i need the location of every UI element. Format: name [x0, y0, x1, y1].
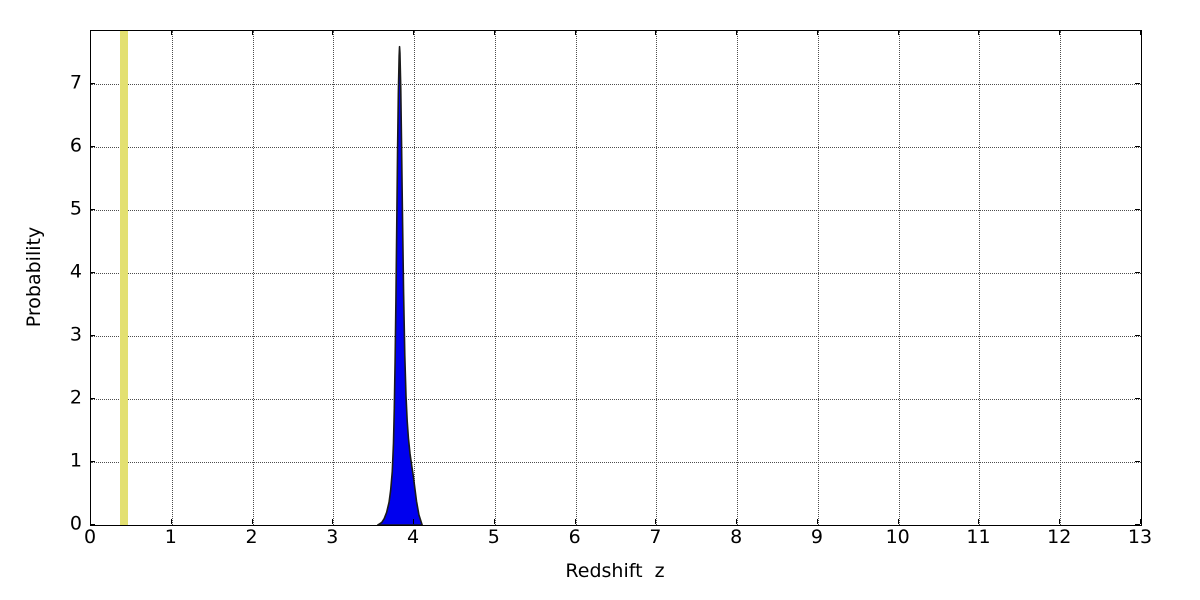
x-tick-mark [736, 519, 738, 524]
y-tick-mark [1135, 461, 1140, 463]
x-tick-label: 1 [164, 526, 177, 548]
x-tick-mark [332, 519, 334, 524]
y-tick-label: 6 [69, 134, 82, 157]
y-tick-mark [1135, 524, 1140, 525]
x-tick-mark [816, 30, 818, 35]
plot-axes-frame [90, 30, 1142, 526]
gridline-vertical [494, 31, 496, 525]
gridline-vertical [414, 31, 416, 525]
x-tick-label: 11 [966, 526, 991, 548]
y-tick-mark [90, 461, 95, 463]
x-tick-mark [493, 519, 495, 524]
x-tick-mark [251, 519, 253, 524]
x-tick-label: 2 [245, 526, 258, 548]
x-tick-mark [897, 30, 899, 35]
probability-density-curve [376, 45, 423, 525]
y-tick-mark [1135, 83, 1140, 85]
y-tick-mark [90, 335, 95, 337]
x-tick-mark [897, 519, 899, 524]
x-tick-label: 6 [568, 526, 581, 548]
x-tick-mark [1140, 519, 1141, 524]
y-tick-mark [1135, 209, 1140, 211]
y-tick-mark [1135, 272, 1140, 274]
x-tick-mark [413, 30, 415, 35]
x-tick-label: 10 [885, 526, 910, 548]
x-tick-mark [493, 30, 495, 35]
x-tick-mark [1059, 519, 1061, 524]
gridline-horizontal [91, 273, 1141, 275]
x-tick-label: 7 [649, 526, 662, 548]
gridline-vertical [817, 31, 819, 525]
gridline-horizontal [91, 210, 1141, 212]
y-tick-mark [1135, 398, 1140, 400]
x-tick-mark [170, 30, 172, 35]
y-tick-label: 1 [69, 449, 82, 472]
x-tick-label: 12 [1047, 526, 1072, 548]
x-tick-mark [574, 519, 576, 524]
y-tick-label: 2 [69, 386, 82, 409]
y-tick-label: 0 [69, 512, 82, 535]
x-tick-label: 5 [487, 526, 500, 548]
x-tick-mark [1059, 30, 1061, 35]
x-tick-mark [736, 30, 738, 35]
x-tick-label: 0 [83, 526, 97, 548]
gridline-vertical [575, 31, 577, 525]
gridline-vertical [979, 31, 981, 525]
gridline-vertical [252, 31, 254, 525]
x-tick-mark [655, 30, 657, 35]
y-tick-label: 3 [69, 323, 82, 346]
gridline-vertical [656, 31, 658, 525]
gridline-vertical [898, 31, 900, 525]
y-tick-mark [1135, 335, 1140, 337]
x-tick-mark [90, 30, 91, 35]
x-tick-label: 3 [326, 526, 339, 548]
x-tick-mark [170, 519, 172, 524]
y-tick-label: 7 [69, 71, 82, 94]
x-tick-mark [978, 30, 980, 35]
gridline-horizontal [91, 462, 1141, 464]
y-tick-label: 5 [69, 197, 82, 220]
x-tick-mark [251, 30, 253, 35]
x-axis-title: Redshift z [565, 560, 665, 582]
x-tick-mark [978, 519, 980, 524]
x-tick-mark [332, 30, 334, 35]
x-tick-label: 8 [730, 526, 743, 548]
plot-data-region [91, 31, 1141, 525]
y-tick-mark [90, 398, 95, 400]
gridline-horizontal [91, 84, 1141, 86]
gridline-horizontal [91, 147, 1141, 149]
x-tick-mark [655, 519, 657, 524]
x-tick-label: 13 [1127, 526, 1153, 548]
y-tick-mark [90, 209, 95, 211]
x-tick-label: 9 [810, 526, 823, 548]
x-tick-mark [413, 519, 415, 524]
y-tick-mark [90, 146, 95, 148]
y-tick-mark [90, 524, 95, 525]
y-axis-title: Probability [23, 226, 45, 328]
x-tick-mark [90, 519, 91, 524]
gridline-horizontal [91, 336, 1141, 338]
x-tick-mark [574, 30, 576, 35]
gridline-vertical [333, 31, 335, 525]
y-tick-mark [90, 272, 95, 274]
gridline-vertical [737, 31, 739, 525]
gridline-horizontal [91, 399, 1141, 401]
y-tick-label: 4 [69, 260, 82, 283]
y-tick-mark [1135, 146, 1140, 148]
x-tick-label: 4 [407, 526, 420, 548]
x-tick-mark [816, 519, 818, 524]
x-tick-mark [1140, 30, 1141, 35]
spectroscopic-redshift-band [119, 31, 128, 525]
gridline-vertical [171, 31, 173, 525]
gridline-vertical [1060, 31, 1062, 525]
y-tick-mark [90, 83, 95, 85]
